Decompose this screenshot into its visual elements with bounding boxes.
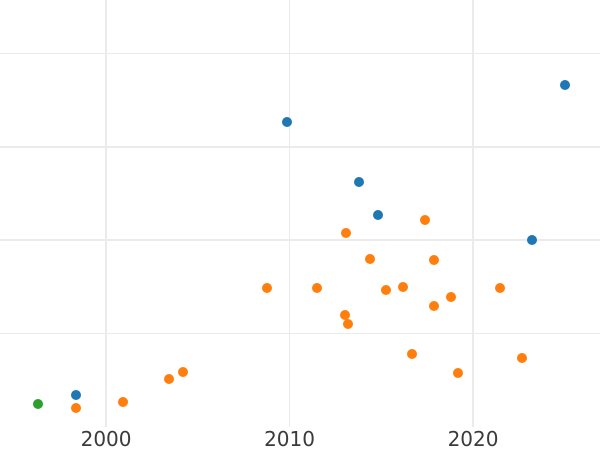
y-gridline — [0, 332, 600, 335]
y-gridline — [0, 239, 600, 241]
y-gridline — [0, 52, 600, 55]
data-point-orange — [429, 301, 440, 312]
data-point-orange — [177, 366, 188, 377]
data-point-blue — [559, 80, 570, 91]
x-axis: 2000 2010 2020 — [0, 427, 600, 450]
data-point-orange — [342, 319, 353, 330]
data-point-orange — [71, 403, 82, 414]
data-point-orange — [452, 367, 463, 378]
data-point-blue — [281, 116, 292, 127]
data-point-orange — [261, 282, 272, 293]
y-gridline — [0, 146, 600, 148]
data-point-orange — [495, 282, 505, 293]
data-point-blue — [526, 235, 537, 246]
data-point-orange — [365, 253, 376, 264]
data-point-blue — [354, 177, 365, 188]
x-gridline — [105, 0, 107, 427]
x-gridline — [472, 0, 474, 427]
data-point-orange — [340, 309, 351, 320]
x-gridline — [288, 0, 291, 427]
data-point-orange — [419, 215, 430, 226]
x-tick-label: 2000 — [80, 427, 132, 450]
data-point-orange — [406, 348, 417, 359]
data-point-orange — [398, 281, 409, 292]
data-point-orange — [428, 254, 439, 265]
x-tick-label: 2020 — [447, 427, 499, 450]
data-point-orange — [381, 284, 392, 295]
data-point-orange — [517, 352, 528, 363]
data-point-orange — [163, 374, 174, 385]
data-point-blue — [373, 209, 384, 220]
data-point-orange — [311, 282, 322, 293]
data-point-green — [32, 399, 43, 410]
data-point-orange — [340, 227, 351, 238]
plot-area — [0, 0, 600, 427]
data-point-blue — [71, 389, 82, 400]
data-point-orange — [118, 397, 129, 408]
data-point-orange — [446, 291, 457, 302]
x-tick-label: 2010 — [264, 427, 315, 450]
